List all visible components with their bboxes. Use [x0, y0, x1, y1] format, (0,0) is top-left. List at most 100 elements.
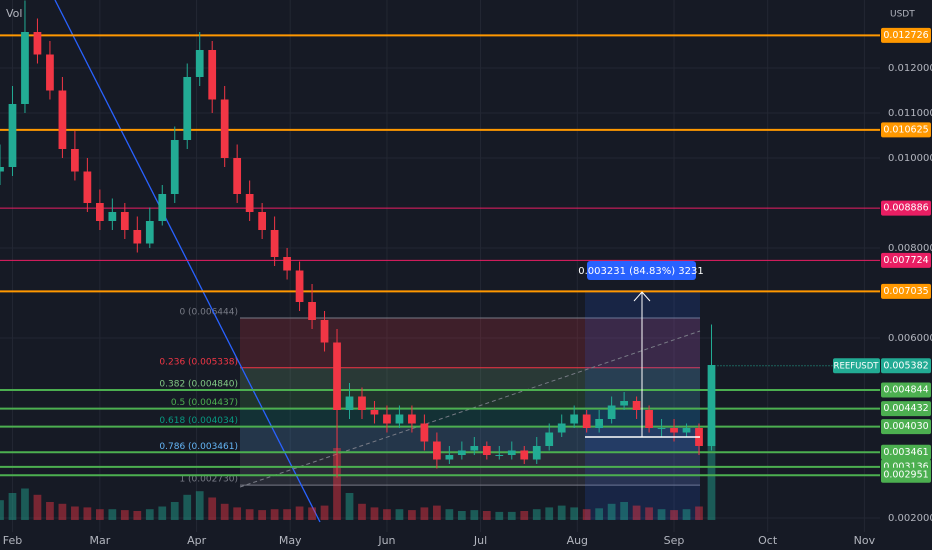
price-badge-label: 0.003136 [883, 461, 928, 472]
x-tick-label: Mar [89, 534, 110, 547]
volume-bar [46, 502, 54, 520]
candle-body [607, 405, 616, 420]
fib-zone [240, 318, 700, 368]
candle-body [433, 441, 441, 460]
measure-label: 0.003231 (84.83%) 3231 [578, 266, 703, 277]
measure-label-box [587, 261, 696, 280]
volume-bar [358, 503, 366, 520]
x-tick-label: Feb [3, 534, 22, 547]
price-badge-label: 0.002951 [883, 470, 928, 481]
fib-label: 0.5 (0.004437) [171, 398, 238, 408]
volume-bar [158, 506, 167, 520]
candle-body [170, 139, 179, 194]
volume-bar [233, 507, 242, 520]
price-badge-label: 0.004432 [883, 403, 928, 414]
candle-body [557, 423, 566, 433]
volume-bar [595, 508, 604, 520]
axes: 0.012000 0.011000 0.010000 0.008000 0.006000… [3, 27, 932, 547]
volume-bar [308, 507, 316, 520]
volume-bar [245, 509, 254, 520]
candle-body [58, 90, 67, 149]
volume-bar [283, 509, 291, 520]
candle-body [0, 166, 4, 172]
fib-label: 0.786 (0.003461) [159, 442, 238, 452]
candle-body [46, 54, 54, 91]
candle-body [133, 229, 142, 244]
volume-bar [532, 509, 541, 520]
volume-bar [520, 511, 529, 520]
symbol-label: REEFUSDT [834, 361, 880, 371]
y-tick-label: 0.002000 [888, 513, 932, 524]
candle-body [457, 450, 466, 456]
volume-bar [457, 511, 466, 520]
price-badge-label: 0.007724 [883, 255, 928, 266]
volume-bar [333, 448, 341, 520]
volume-bar [557, 505, 566, 520]
price-badge [881, 444, 931, 460]
price-badge-label: 0.010625 [883, 124, 928, 135]
candle-body [245, 193, 254, 212]
x-tick-label: Aug [567, 534, 588, 547]
volume-bar [183, 494, 192, 520]
candle-body [33, 31, 42, 55]
x-tick-label: Jul [473, 534, 487, 547]
volume-bar [145, 509, 154, 520]
x-tick-label: Oct [758, 534, 778, 547]
price-badge [881, 358, 931, 374]
price-badge [881, 27, 931, 43]
measure-arrowhead [633, 291, 651, 302]
candle-body [520, 450, 529, 460]
x-tick-label: Nov [854, 534, 876, 547]
candle-body [445, 455, 454, 460]
candle-body [345, 396, 354, 411]
fib-label: 0.382 (0.004840) [159, 380, 238, 390]
volume-bar [220, 503, 229, 520]
volume-bar [195, 491, 204, 520]
candle-body [320, 320, 329, 343]
candle-body [570, 414, 579, 424]
price-badge-label: 0.004030 [883, 421, 928, 432]
volume-bar [645, 507, 653, 520]
volume-bar [570, 507, 579, 520]
volume-bar [58, 503, 67, 520]
currency-label: USDT [890, 10, 915, 20]
fib-label: 0.236 (0.005338) [159, 357, 238, 367]
candle-body [158, 193, 167, 221]
candle-body [258, 211, 266, 230]
candle-body [120, 211, 129, 230]
volume-bar [208, 497, 217, 520]
candle-body [21, 31, 29, 104]
candle-body [595, 419, 604, 429]
fib-label: 0 (0.006444) [179, 308, 238, 318]
volume-bar [383, 509, 391, 520]
volume-bar [345, 493, 354, 520]
volume-bar [83, 507, 92, 520]
candle-body [620, 401, 628, 406]
candle-body [270, 229, 279, 257]
y-tick-label: 0.012000 [888, 63, 932, 74]
volume-bar [258, 510, 266, 520]
price-badge [881, 382, 931, 398]
x-tick-label: Sep [664, 534, 685, 547]
candle-body [233, 157, 242, 194]
volume-bar [507, 511, 516, 520]
candle-body [482, 446, 491, 456]
candle-body [370, 410, 379, 415]
volume-bar [370, 507, 379, 520]
candle-body [532, 446, 541, 460]
candle-body [408, 414, 416, 424]
candle-body [145, 220, 154, 244]
candles [0, 0, 716, 478]
candle-body [83, 171, 92, 203]
volume-bar [670, 510, 678, 520]
candle-body [545, 432, 554, 447]
trend-line [54, 0, 321, 523]
vol-label: Vol [6, 7, 22, 20]
volume-bar [120, 510, 129, 520]
volume-bar [108, 509, 117, 520]
volume-bar [133, 511, 142, 520]
price-badge [881, 122, 931, 138]
fib-label: 1 (0.002730) [179, 475, 238, 485]
candle-body [670, 428, 678, 433]
